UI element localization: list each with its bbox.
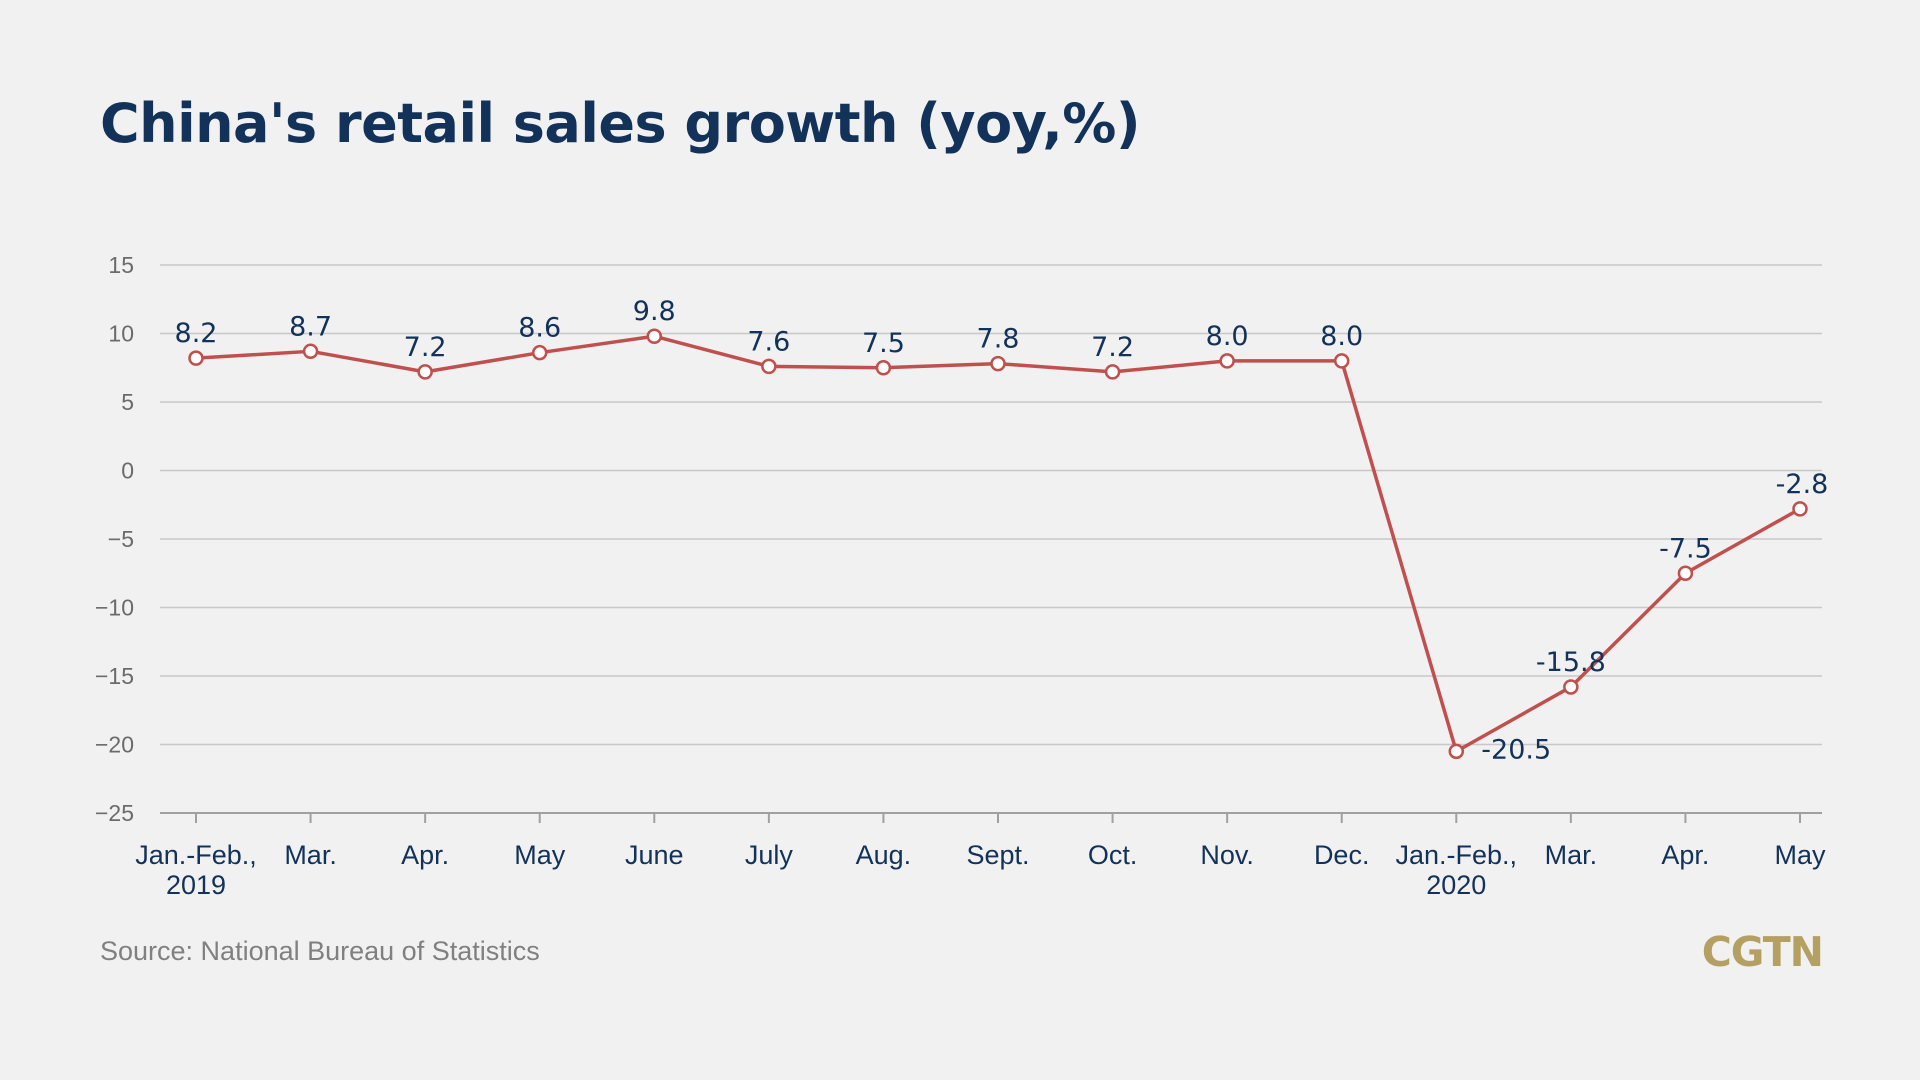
data-point (1104, 364, 1121, 380)
x-tick-label-line: Mar. (1545, 840, 1598, 870)
data-point (1219, 353, 1235, 369)
data-label: 8.0 (1320, 321, 1363, 352)
x-tick-label-line: Nov. (1200, 840, 1254, 870)
data-point (1792, 501, 1808, 517)
data-label: 7.6 (747, 326, 790, 357)
x-tick-label: Apr. (401, 840, 449, 870)
y-tick-label: 0 (121, 458, 134, 484)
y-tick-label: 15 (108, 252, 134, 278)
data-point (417, 364, 433, 380)
x-tick-label: Oct. (1088, 840, 1138, 870)
data-label: 8.2 (175, 318, 218, 349)
x-tick-label-line: May (514, 840, 566, 870)
data-labels: 8.2 8.7 7.2 8.6 9.8 7.6 7.5 7.8 7.2 8.0 8.0 -20.5 -1… (175, 296, 1829, 765)
x-tick-label-line: Apr. (1661, 840, 1709, 870)
x-tick-label-line: July (745, 840, 794, 870)
x-tick-label: Jan.-Feb., 2019 (135, 840, 257, 900)
data-label: 8.7 (289, 311, 332, 342)
data-label: -7.5 (1659, 533, 1712, 564)
x-tick-label: May (1774, 840, 1826, 870)
data-label: 9.8 (633, 296, 676, 327)
data-points (188, 328, 1808, 760)
y-tick-label: −10 (95, 595, 134, 621)
data-point (990, 355, 1006, 372)
x-tick-label-line: Apr. (401, 840, 449, 870)
x-tick-label-line: Mar. (284, 840, 337, 870)
x-tick-label-line: Jan.-Feb., (1396, 840, 1518, 870)
x-tick-label: Aug. (856, 840, 912, 870)
x-tick-label: July (745, 840, 794, 870)
x-tick-label-line: Jan.-Feb., (135, 840, 257, 870)
data-label: 8.0 (1206, 321, 1249, 352)
data-label: -2.8 (1776, 469, 1829, 500)
x-tick-label-line: Dec. (1314, 840, 1370, 870)
data-label: -15.8 (1536, 647, 1606, 678)
x-tick-label: June (625, 840, 684, 870)
x-axis (160, 812, 1822, 823)
data-label: 8.6 (518, 313, 561, 344)
x-tick-label: Apr. (1661, 840, 1709, 870)
gridlines (160, 264, 1822, 746)
chart-title: China's retail sales growth (yoy,%) (100, 92, 1141, 155)
data-point (1333, 353, 1350, 369)
x-tick-label: Sept. (966, 840, 1029, 870)
x-tick-label-line: May (1774, 840, 1826, 870)
source-note: Source: National Bureau of Statistics (100, 936, 540, 966)
x-tick-label: May (514, 840, 566, 870)
y-axis-ticks: 15 10 5 0 −5 −10 −15 −20 −25 (95, 252, 134, 826)
data-point (188, 350, 204, 366)
data-label: -20.5 (1481, 734, 1551, 765)
x-tick-label-line: 2020 (1426, 870, 1486, 900)
x-tick-label: Nov. (1200, 840, 1254, 870)
series-line-group (195, 334, 1801, 754)
x-tick-label-line: Oct. (1088, 840, 1138, 870)
data-label: 7.5 (862, 328, 905, 359)
series-line (195, 334, 1801, 754)
data-label: 7.2 (404, 332, 447, 363)
data-label: 7.8 (977, 324, 1020, 355)
data-point (302, 343, 319, 360)
data-point (1448, 743, 1465, 760)
x-tick-label: Mar. (1545, 840, 1598, 870)
y-tick-label: 10 (108, 321, 134, 347)
data-point (531, 344, 548, 361)
x-tick-label-line: June (625, 840, 684, 870)
y-tick-label: −20 (95, 732, 134, 758)
cgtn-logo: CGTN (1701, 928, 1824, 976)
x-tick-label-line: Sept. (966, 840, 1029, 870)
x-tick-label: Jan.-Feb., 2020 (1396, 840, 1518, 900)
data-point (646, 328, 663, 344)
x-tick-label: Mar. (284, 840, 337, 870)
y-tick-label: 5 (121, 389, 134, 415)
data-point (1677, 565, 1694, 581)
data-point (1563, 679, 1579, 695)
y-tick-label: −25 (95, 800, 134, 826)
y-tick-label: −5 (108, 526, 134, 552)
x-tick-label: Dec. (1314, 840, 1370, 870)
y-tick-label: −15 (95, 663, 134, 689)
x-tick-label-line: Aug. (856, 840, 912, 870)
data-point (761, 358, 777, 375)
x-tick-label-line: 2019 (166, 870, 226, 900)
data-point (875, 360, 892, 376)
data-label: 7.2 (1091, 332, 1134, 363)
